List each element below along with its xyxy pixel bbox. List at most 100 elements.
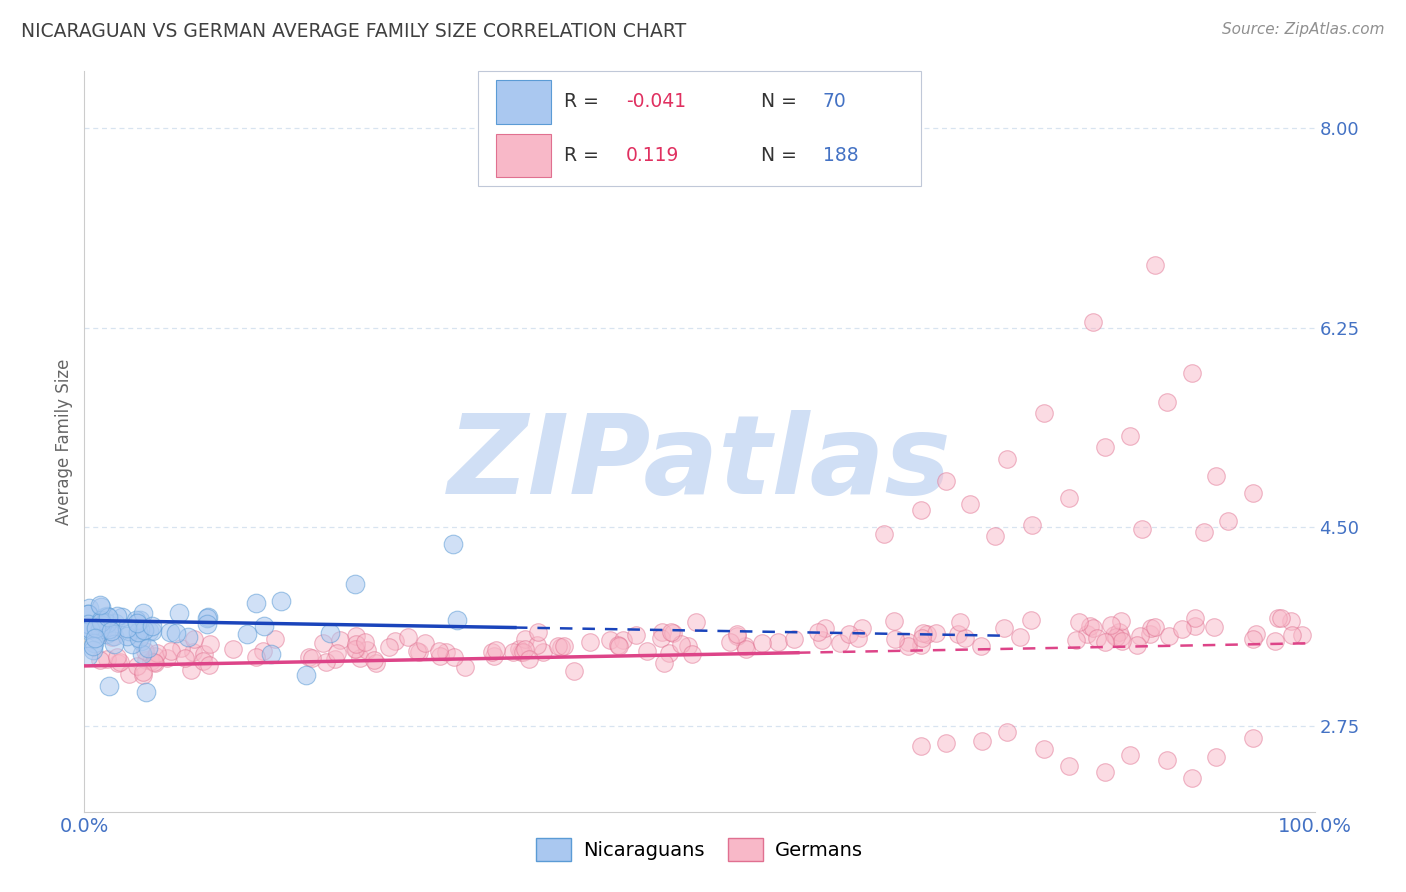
Point — [751, 636, 773, 650]
Point — [141, 619, 163, 633]
Point — [454, 660, 477, 674]
Point — [143, 655, 166, 669]
Point — [107, 649, 129, 664]
Point — [159, 644, 181, 658]
Point — [82, 643, 104, 657]
Legend: Nicaraguans, Germans: Nicaraguans, Germans — [529, 830, 870, 869]
Point — [77, 607, 100, 622]
Point — [1094, 635, 1116, 649]
Point — [1111, 633, 1133, 648]
Point — [1157, 629, 1180, 643]
Point — [725, 627, 748, 641]
Point — [193, 655, 215, 669]
Text: N =: N = — [761, 146, 797, 165]
Point — [1033, 742, 1056, 756]
Point — [79, 622, 101, 636]
Point — [599, 632, 621, 647]
Point — [134, 643, 156, 657]
Point — [873, 526, 896, 541]
Point — [1108, 625, 1130, 640]
Point — [883, 615, 905, 629]
Point — [766, 635, 789, 649]
Point — [510, 645, 533, 659]
Point — [301, 650, 323, 665]
Point — [79, 601, 101, 615]
Point — [132, 665, 155, 679]
Point — [1241, 632, 1264, 646]
Point — [1241, 731, 1264, 745]
Point — [1246, 627, 1268, 641]
Point — [1010, 630, 1032, 644]
Text: R =: R = — [564, 93, 599, 112]
Point — [103, 629, 125, 643]
Point — [1184, 611, 1206, 625]
Point — [245, 596, 267, 610]
Point — [135, 653, 157, 667]
Point — [735, 642, 758, 657]
Point — [90, 618, 112, 632]
Point — [811, 633, 834, 648]
Point — [108, 655, 131, 669]
Point — [104, 615, 127, 630]
Point — [103, 636, 125, 650]
Point — [427, 643, 450, 657]
Point — [1126, 639, 1149, 653]
Point — [195, 616, 218, 631]
Point — [993, 621, 1015, 635]
Point — [136, 641, 159, 656]
Point — [127, 615, 149, 630]
Point — [97, 610, 120, 624]
Point — [111, 609, 134, 624]
Point — [429, 649, 451, 664]
Point — [1143, 258, 1166, 272]
Point — [344, 642, 367, 657]
Point — [315, 655, 337, 669]
Text: NICARAGUAN VS GERMAN AVERAGE FAMILY SIZE CORRELATION CHART: NICARAGUAN VS GERMAN AVERAGE FAMILY SIZE… — [21, 22, 686, 41]
Point — [948, 615, 970, 629]
Point — [482, 649, 505, 664]
Point — [128, 631, 150, 645]
Point — [89, 622, 111, 636]
Point — [167, 606, 190, 620]
Point — [446, 614, 468, 628]
Point — [654, 657, 676, 671]
Point — [725, 629, 748, 643]
Point — [662, 625, 685, 640]
Point — [364, 656, 387, 670]
Point — [526, 638, 548, 652]
Point — [94, 627, 117, 641]
Point — [443, 537, 465, 551]
Point — [1083, 315, 1105, 329]
Point — [1119, 429, 1142, 443]
Point — [159, 624, 181, 639]
Point — [1119, 747, 1142, 762]
Point — [1270, 611, 1292, 625]
Point — [1241, 485, 1264, 500]
Point — [1218, 514, 1240, 528]
Point — [193, 648, 215, 662]
Point — [1085, 631, 1108, 645]
Point — [96, 609, 118, 624]
Point — [1205, 468, 1227, 483]
Point — [1140, 621, 1163, 635]
Point — [1111, 630, 1133, 644]
Point — [897, 639, 920, 653]
Point — [90, 599, 112, 614]
Point — [318, 625, 340, 640]
Point — [669, 637, 692, 651]
Point — [1109, 614, 1132, 628]
Point — [513, 632, 536, 646]
Point — [624, 628, 647, 642]
Point — [253, 619, 276, 633]
Point — [911, 626, 934, 640]
Point — [83, 635, 105, 649]
Point — [121, 637, 143, 651]
Point — [434, 645, 457, 659]
Point — [910, 503, 932, 517]
Point — [260, 647, 283, 661]
Point — [138, 624, 160, 639]
Point — [323, 652, 346, 666]
Point — [658, 647, 681, 661]
Point — [1021, 517, 1043, 532]
Point — [1067, 615, 1090, 629]
